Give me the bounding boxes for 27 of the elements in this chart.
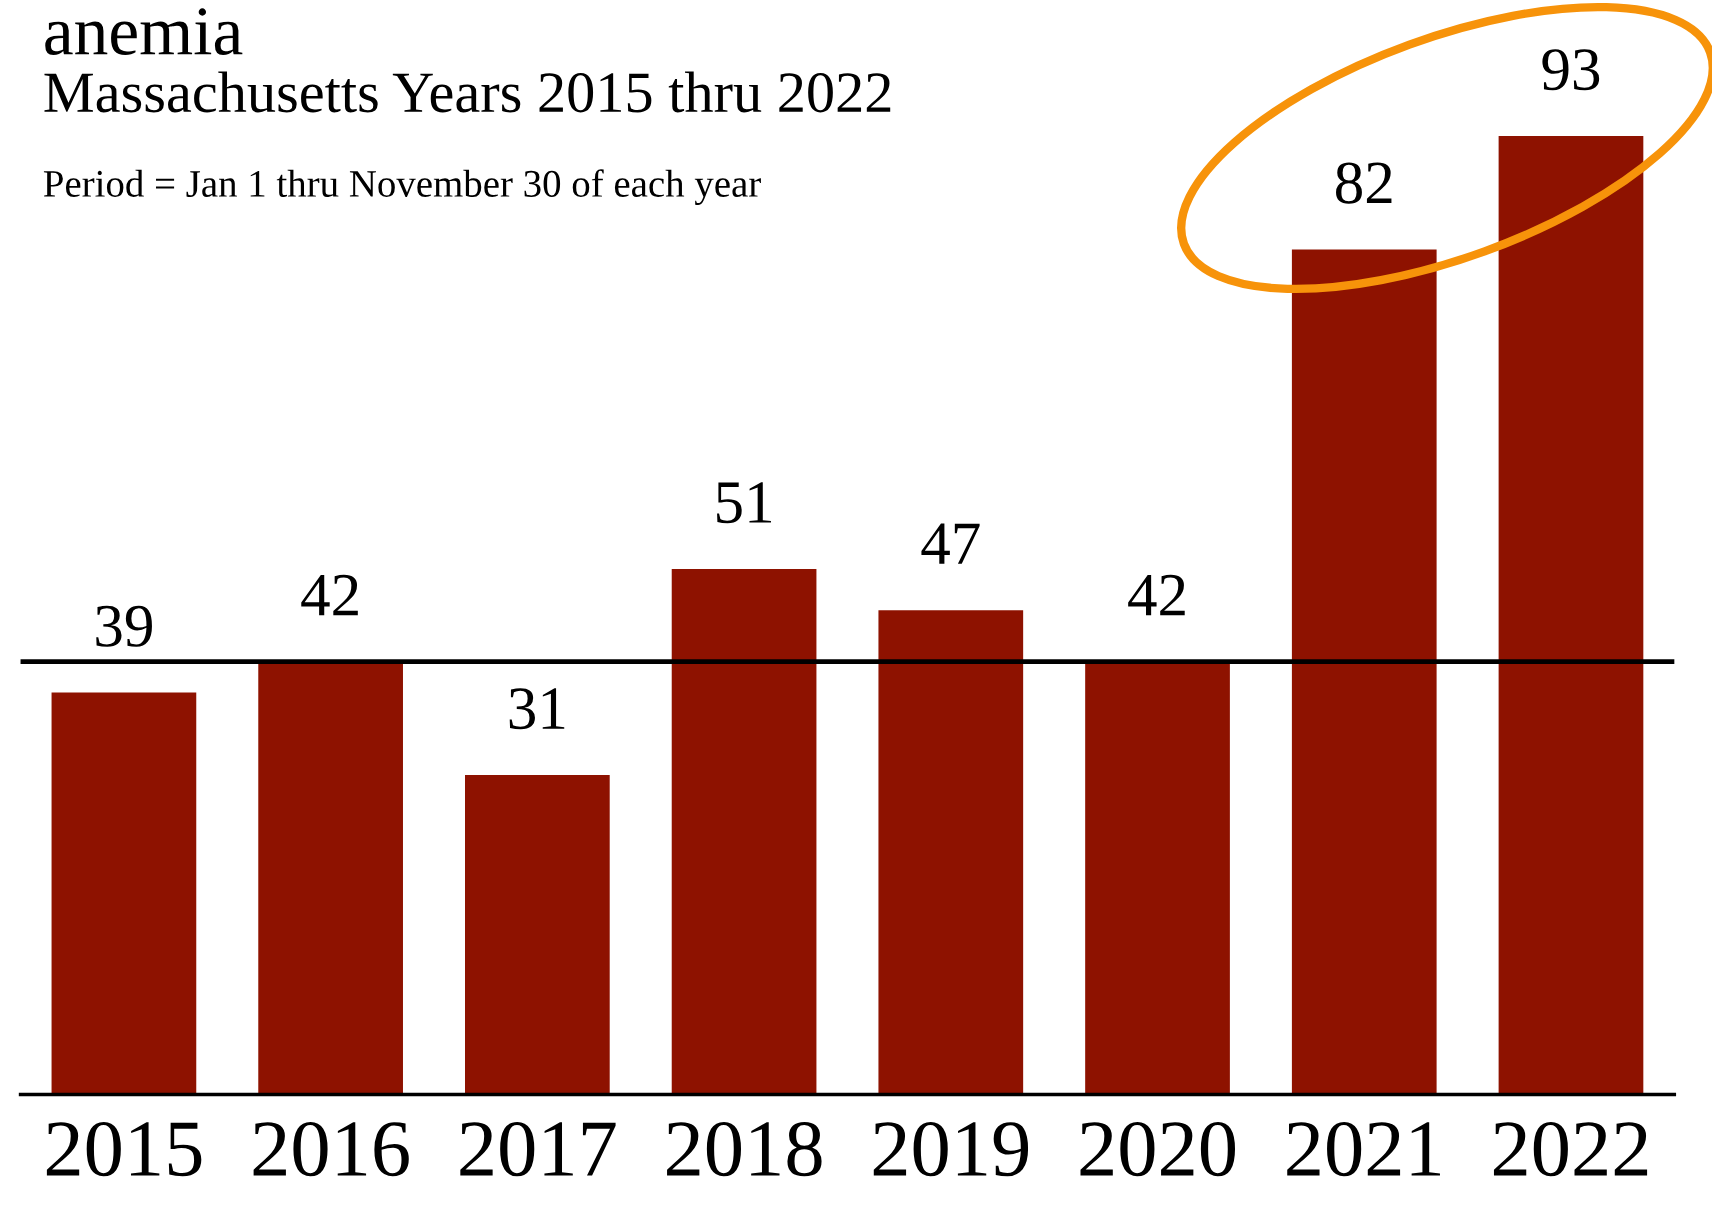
x-tick-label: 2017: [460, 1121, 616, 1177]
data-label: 39: [96, 605, 152, 647]
x-tick-label: 2019: [873, 1121, 1029, 1177]
bar: [1085, 661, 1230, 1095]
data-label: 47: [921, 523, 980, 564]
data-label: 42: [1128, 574, 1185, 616]
x-tick-label: 2022: [1493, 1121, 1648, 1177]
bar: [1291, 249, 1437, 1095]
bar: [51, 692, 197, 1095]
bar: [465, 775, 610, 1095]
data-label: 31: [509, 688, 565, 730]
chart-title: anemia: [45, 8, 243, 55]
data-label: 42: [301, 574, 358, 616]
bar: [671, 568, 817, 1095]
bar: [1498, 136, 1644, 1095]
data-label: 51: [717, 482, 771, 524]
x-tick-label: 2018: [667, 1121, 822, 1177]
x-tick-label: 2015: [46, 1121, 202, 1177]
bar: [878, 610, 1024, 1095]
x-tick-label: 2021: [1287, 1121, 1440, 1177]
annotation: Period = Jan 1 thru November 30 of each year: [43, 169, 761, 205]
chart-subtitle: Massachusetts Years 2015 thru 2022: [44, 71, 891, 113]
x-tick-label: 2016: [253, 1121, 409, 1177]
bar: [258, 661, 403, 1095]
data-label: 82: [1336, 162, 1392, 204]
data-label: 93: [1542, 49, 1600, 91]
x-tick-label: 2020: [1080, 1121, 1236, 1177]
